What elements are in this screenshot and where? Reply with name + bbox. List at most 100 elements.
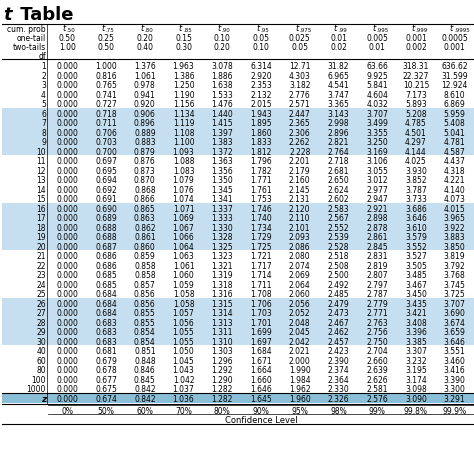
Text: 0.684: 0.684	[95, 309, 117, 318]
Text: 2.831: 2.831	[366, 252, 388, 261]
Text: 0.40: 0.40	[137, 43, 153, 51]
Text: 0.848: 0.848	[134, 356, 155, 365]
Text: 0.01: 0.01	[330, 34, 347, 43]
Bar	[2, 118, 474, 127]
Text: 1.100: 1.100	[173, 138, 194, 147]
Text: 0.000: 0.000	[56, 129, 78, 138]
Text: 3.852: 3.852	[405, 176, 427, 185]
Text: 1.721: 1.721	[250, 252, 272, 261]
Text: t: t	[179, 24, 182, 33]
Text: 0.681: 0.681	[95, 347, 117, 356]
Text: 2.056: 2.056	[289, 299, 310, 308]
Bar	[2, 108, 474, 118]
Text: 1.638: 1.638	[211, 81, 233, 90]
Text: 0.861: 0.861	[134, 233, 155, 242]
Text: t: t	[334, 24, 337, 33]
Text: 1.383: 1.383	[211, 138, 233, 147]
Text: 0.000: 0.000	[56, 91, 78, 100]
Text: 8: 8	[41, 129, 46, 138]
Text: 1.440: 1.440	[211, 110, 233, 118]
Text: .9995: .9995	[454, 28, 470, 33]
Text: 1.074: 1.074	[173, 195, 194, 204]
Text: 3.659: 3.659	[444, 328, 465, 336]
Text: 2.819: 2.819	[366, 261, 388, 270]
Text: 2.457: 2.457	[328, 337, 349, 346]
Text: 2.776: 2.776	[289, 91, 310, 100]
Text: 6.869: 6.869	[444, 100, 465, 109]
Text: 1.050: 1.050	[173, 347, 194, 356]
Text: 1.064: 1.064	[173, 242, 194, 252]
Text: 2.074: 2.074	[289, 261, 310, 270]
Text: 0.05: 0.05	[253, 34, 270, 43]
Text: 1.660: 1.660	[250, 375, 272, 384]
Bar	[2, 317, 474, 326]
Text: 6.314: 6.314	[250, 62, 272, 71]
Text: t: t	[218, 24, 221, 33]
Text: 2.539: 2.539	[328, 233, 349, 242]
Text: 3.579: 3.579	[405, 233, 427, 242]
Text: 17: 17	[36, 214, 46, 223]
Text: 2.704: 2.704	[366, 347, 388, 356]
Text: 3.182: 3.182	[289, 81, 310, 90]
Bar	[2, 241, 474, 251]
Text: 1.729: 1.729	[250, 233, 272, 242]
Text: 0.000: 0.000	[56, 299, 78, 308]
Text: 15: 15	[36, 195, 46, 204]
Text: 8.610: 8.610	[444, 91, 465, 100]
Text: 0.002: 0.002	[405, 43, 427, 51]
Text: 4.781: 4.781	[444, 138, 465, 147]
Text: 2.093: 2.093	[289, 233, 310, 242]
Text: 0.684: 0.684	[95, 299, 117, 308]
Bar	[2, 146, 474, 156]
Text: 0.920: 0.920	[134, 100, 155, 109]
Text: 0.846: 0.846	[134, 365, 155, 375]
Text: 1.296: 1.296	[211, 356, 233, 365]
Text: 0.686: 0.686	[95, 261, 117, 270]
Text: 2.998: 2.998	[328, 119, 349, 128]
Bar	[2, 393, 474, 403]
Text: 2.069: 2.069	[289, 271, 310, 280]
Text: 0.000: 0.000	[56, 100, 78, 109]
Text: 1.063: 1.063	[173, 252, 194, 261]
Text: 99%: 99%	[369, 406, 386, 414]
Text: 1.037: 1.037	[173, 385, 194, 393]
Text: 27: 27	[36, 309, 46, 318]
Text: 0.711: 0.711	[95, 119, 117, 128]
Text: 1.250: 1.250	[173, 81, 194, 90]
Text: 90%: 90%	[253, 406, 269, 414]
Text: 9: 9	[41, 138, 46, 147]
Text: 2.787: 2.787	[366, 290, 388, 299]
Text: 2.878: 2.878	[366, 224, 388, 232]
Text: 318.31: 318.31	[403, 62, 429, 71]
Text: 2.080: 2.080	[289, 252, 310, 261]
Text: 0.000: 0.000	[56, 214, 78, 223]
Text: 2.364: 2.364	[328, 375, 349, 384]
Text: 1.076: 1.076	[173, 185, 194, 195]
Text: 7: 7	[41, 119, 46, 128]
Text: 0.941: 0.941	[134, 91, 155, 100]
Text: t: t	[450, 24, 453, 33]
Text: 1.325: 1.325	[211, 242, 233, 252]
Text: 0.845: 0.845	[134, 375, 155, 384]
Text: 31.82: 31.82	[328, 62, 349, 71]
Text: 0.691: 0.691	[95, 195, 117, 204]
Text: 0.01: 0.01	[369, 43, 386, 51]
Text: 0.000: 0.000	[56, 252, 78, 261]
Text: 5.893: 5.893	[405, 100, 427, 109]
Text: .90: .90	[222, 28, 230, 33]
Text: 0.02: 0.02	[330, 43, 347, 51]
Text: 3.686: 3.686	[405, 204, 427, 213]
Text: 3.355: 3.355	[366, 129, 388, 138]
Text: 4.221: 4.221	[444, 176, 465, 185]
Text: 3.707: 3.707	[366, 110, 388, 118]
Text: 3.725: 3.725	[444, 290, 465, 299]
Text: 3.747: 3.747	[328, 91, 349, 100]
Text: 3.690: 3.690	[444, 309, 465, 318]
Text: 2.528: 2.528	[328, 242, 349, 252]
Text: 4.785: 4.785	[405, 119, 427, 128]
Text: 1.071: 1.071	[173, 204, 194, 213]
Text: 1.079: 1.079	[173, 176, 194, 185]
Text: 0.700: 0.700	[95, 147, 117, 157]
Text: 3.250: 3.250	[366, 138, 388, 147]
Text: 11: 11	[36, 157, 46, 166]
